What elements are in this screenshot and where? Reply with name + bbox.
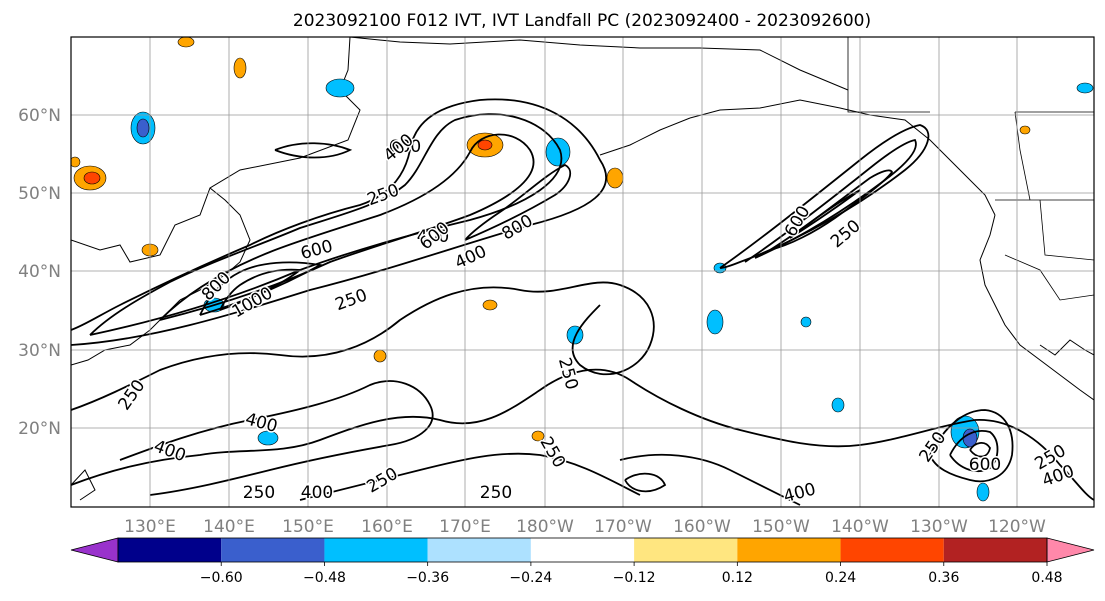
contour-label: 250 — [480, 483, 512, 503]
colorbar-tick-label: −0.60 — [200, 570, 243, 586]
y-tick-label: 40°N — [18, 262, 61, 282]
x-tick-label: 160°E — [361, 517, 413, 537]
x-tick-label: 140°W — [831, 517, 889, 537]
colorbar-tick-label: −0.48 — [303, 570, 346, 586]
x-tick-label: 130°E — [124, 517, 176, 537]
colorbar-extend-max — [1046, 537, 1095, 563]
colorbar: −0.60 −0.48 −0.36 −0.24 −0.12 0.12 0.24 0.36 0.4… — [70, 537, 1095, 586]
colorbar-tick-label: −0.12 — [613, 570, 656, 586]
colorbar-bin — [324, 538, 428, 562]
x-tick-label: 180°W — [516, 517, 574, 537]
contour-label: 400 — [301, 483, 333, 503]
colorbar-tick-label: 0.24 — [825, 570, 856, 586]
y-tick-label: 50°N — [18, 184, 61, 204]
colorbar-bin — [840, 538, 944, 562]
y-tick-label: 60°N — [18, 106, 61, 126]
state-borders — [847, 37, 1094, 301]
y-axis-ticks: 60°N 50°N 40°N 30°N 20°N — [18, 106, 61, 439]
x-tick-label: 130°W — [910, 517, 968, 537]
contour-label: 250 — [243, 483, 275, 503]
x-axis-ticks: 130°E 140°E 150°E 160°E 170°E 180°W 170°W 160°W… — [124, 517, 1046, 537]
map-frame — [70, 36, 1095, 508]
colorbar-bin — [634, 538, 738, 562]
x-tick-label: 120°W — [988, 517, 1046, 537]
x-tick-label: 170°E — [439, 517, 491, 537]
x-tick-label: 150°W — [752, 517, 810, 537]
x-tick-label: 170°W — [594, 517, 652, 537]
x-tick-label: 140°E — [203, 517, 255, 537]
colorbar-bin — [427, 538, 531, 562]
map-grid — [71, 37, 1094, 507]
colorbar-bin — [530, 538, 635, 562]
colorbar-bin — [943, 538, 1047, 562]
colorbar-tick-label: 0.12 — [722, 570, 753, 586]
x-tick-label: 160°W — [673, 517, 731, 537]
colorbar-tick-label: 0.36 — [928, 570, 959, 586]
contour-label: 400 — [417, 227, 449, 247]
ivt-contours — [71, 98, 1094, 506]
colorbar-extend-min — [70, 537, 119, 563]
colorbar-tick-label: −0.24 — [509, 570, 552, 586]
colorbar-bin — [118, 538, 222, 562]
colorbar-bin — [221, 538, 325, 562]
chart-title: 2023092100 F012 IVT, IVT Landfall PC (20… — [293, 11, 871, 31]
colorbar-tick-label: −0.36 — [406, 570, 449, 586]
anomaly-patches — [71, 37, 1094, 502]
colorbar-tick-label: 0.48 — [1031, 570, 1062, 586]
y-tick-label: 20°N — [18, 419, 61, 439]
x-tick-label: 150°E — [282, 517, 334, 537]
y-tick-label: 30°N — [18, 341, 61, 361]
contour-label: 600 — [389, 137, 421, 157]
contour-label: 600 — [969, 455, 1001, 475]
colorbar-frame — [117, 537, 1048, 563]
colorbar-bin — [737, 538, 841, 562]
